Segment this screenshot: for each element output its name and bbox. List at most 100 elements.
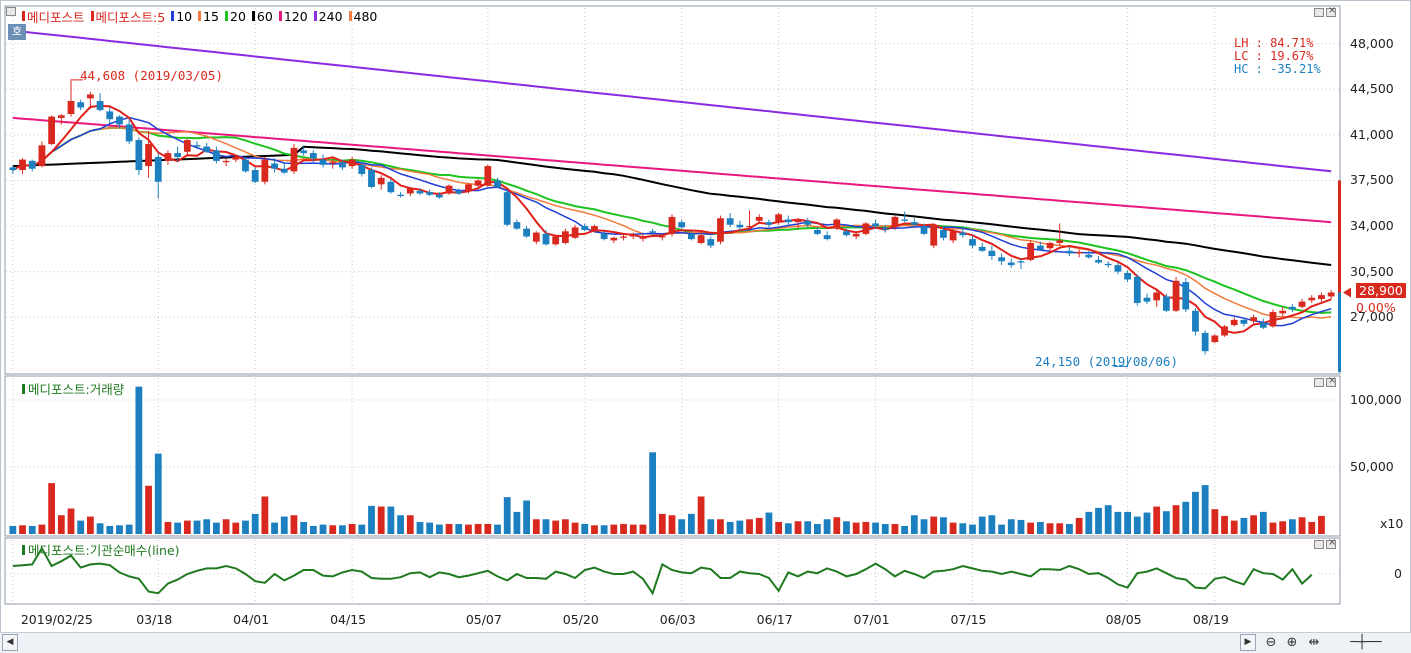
legend-label: 15: [203, 8, 219, 24]
zoom-slider[interactable]: ─┼──: [1350, 635, 1382, 650]
candle-body: [251, 170, 259, 182]
candle-body: [571, 227, 579, 238]
inst-panel-restore-button[interactable]: [1314, 540, 1324, 549]
volume-bar: [67, 508, 75, 534]
volume-bar: [804, 521, 812, 534]
legend-item[interactable]: 480: [348, 9, 377, 24]
volume-bar: [377, 506, 385, 534]
volume-bar: [523, 500, 530, 534]
volume-bar: [920, 519, 928, 534]
candle-body: [309, 153, 317, 159]
scroll-right-button[interactable]: ▶: [1240, 634, 1256, 651]
candle-body: [687, 233, 695, 240]
volume-bar: [474, 523, 482, 534]
legend-item[interactable]: 120: [278, 9, 308, 24]
volume-bar: [561, 519, 569, 534]
volume-bar: [329, 525, 337, 534]
volume-bar: [1279, 521, 1287, 534]
volume-legend-swatch: [22, 383, 25, 394]
price-tick-label: 30,500: [1350, 263, 1394, 279]
candle-body: [891, 216, 899, 228]
candle-body: [1298, 301, 1306, 307]
legend-label: 10: [176, 8, 193, 24]
volume-panel-title: 메디포스트:거래량: [22, 379, 124, 398]
candle-body: [1259, 322, 1267, 328]
candle-body: [513, 222, 521, 229]
candle-body: [1250, 317, 1257, 322]
candle-body: [1046, 243, 1054, 249]
candle-body: [833, 219, 841, 229]
volume-bar: [368, 505, 375, 534]
inst-panel-close-button[interactable]: [1326, 537, 1336, 549]
candle-body: [862, 223, 870, 234]
candle-body: [77, 102, 85, 108]
volume-panel-close-button[interactable]: [1326, 375, 1336, 387]
candle-body: [658, 236, 666, 238]
volume-bar: [1133, 516, 1141, 534]
panel-min-button[interactable]: [6, 7, 16, 16]
candle-body: [620, 236, 627, 238]
inst-tick-label: 0: [1394, 566, 1402, 581]
price-tick-label: 37,500: [1350, 172, 1394, 188]
legend-item[interactable]: 15: [198, 9, 219, 24]
candle-body: [1182, 282, 1190, 310]
hc-stat: HC : -35.21%: [1234, 62, 1321, 76]
candle-body: [523, 228, 530, 237]
scroll-left-button[interactable]: ◀: [2, 634, 18, 651]
candle-body: [445, 185, 453, 194]
volume-bar: [387, 506, 395, 534]
candle-body: [823, 235, 831, 240]
candle-body: [852, 233, 860, 237]
volume-panel-border: [4, 375, 1341, 537]
legend-item[interactable]: 240: [313, 8, 343, 24]
ma120-line: [12, 116, 1332, 224]
legend-item[interactable]: 메디포스트:5: [90, 7, 165, 26]
volume-unit-label: x10: [1380, 516, 1404, 531]
volume-bar: [600, 525, 608, 534]
candle-body: [1288, 306, 1296, 310]
zoom-in-icon[interactable]: ⊕: [1286, 635, 1298, 650]
legend-swatch: [171, 11, 175, 21]
volume-panel-restore-button[interactable]: [1314, 378, 1324, 387]
high-marker-line: [70, 79, 84, 92]
volume-bar: [707, 519, 715, 534]
candle-body: [581, 226, 589, 230]
price-tick-label: 34,000: [1350, 218, 1394, 234]
legend-item[interactable]: 20: [225, 9, 246, 24]
bar-spacing-icon[interactable]: ⇹: [1308, 635, 1320, 650]
candle-body: [1036, 245, 1044, 250]
legend-item[interactable]: 10: [171, 9, 192, 24]
volume-bar: [852, 522, 860, 534]
legend-item[interactable]: 60: [251, 9, 273, 24]
legend-label: 20: [230, 8, 246, 24]
volume-bar: [658, 513, 666, 534]
legend-swatch: [348, 11, 352, 21]
volume-bar: [125, 524, 133, 534]
volume-bar: [1269, 522, 1277, 534]
volume-bar: [28, 525, 36, 534]
volume-bar: [1143, 512, 1151, 534]
volume-bar: [862, 521, 870, 534]
volume-bar: [1201, 485, 1209, 534]
volume-bar: [164, 521, 172, 534]
volume-bar: [746, 519, 753, 534]
volume-bar: [213, 522, 220, 534]
ho-button[interactable]: 호: [8, 24, 26, 40]
volume-bar: [1230, 520, 1238, 534]
price-panel-restore-button[interactable]: [1314, 8, 1324, 17]
legend-item[interactable]: 메디포스트: [22, 7, 85, 26]
volume-bar: [339, 525, 346, 534]
volume-panel-label: 메디포스트:거래량: [28, 382, 125, 397]
price-legend: 메디포스트 메디포스트:5 10 15 20 60 120 240 480: [22, 7, 381, 25]
zoom-out-icon[interactable]: ⊖: [1265, 635, 1277, 650]
current-price-tag: 28,900: [1356, 283, 1406, 298]
legend-label: 240: [318, 8, 343, 24]
candle-body: [9, 167, 17, 171]
candle-body: [406, 188, 414, 194]
volume-bar: [242, 520, 249, 534]
price-panel-close-button[interactable]: [1326, 5, 1336, 17]
candle-body: [435, 194, 443, 198]
candle-body: [649, 231, 657, 233]
candle-body: [377, 177, 385, 185]
volume-bar: [232, 522, 240, 534]
